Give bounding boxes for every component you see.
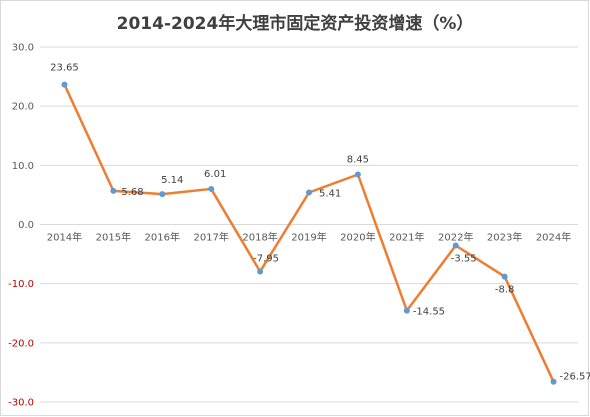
data-point xyxy=(208,185,215,192)
y-tick-label: 10.0 xyxy=(12,161,34,172)
x-tick-label: 2014年 xyxy=(47,231,82,244)
data-point xyxy=(306,189,312,196)
data-label: -26.57 xyxy=(560,372,590,383)
data-label: -3.55 xyxy=(451,254,477,265)
data-point xyxy=(452,242,459,249)
data-label: 6.01 xyxy=(204,169,226,180)
data-label: -7.95 xyxy=(253,254,279,265)
data-point xyxy=(110,187,117,194)
x-tick-label: 2024年 xyxy=(536,231,571,244)
data-point xyxy=(61,81,68,88)
y-tick-label: -30.0 xyxy=(8,398,34,409)
data-point xyxy=(257,268,264,275)
data-label: 5.68 xyxy=(121,187,143,198)
data-label: 23.65 xyxy=(50,63,79,74)
y-tick-label: -10.0 xyxy=(8,279,34,290)
chart-title: 2014-2024年大理市固定资产投资增速（%） xyxy=(116,14,474,34)
y-tick-label: -20.0 xyxy=(8,338,34,349)
x-tick-label: 2017年 xyxy=(193,231,228,244)
data-point xyxy=(354,171,361,178)
y-tick-label: 30.0 xyxy=(12,43,34,54)
data-point xyxy=(159,191,166,198)
x-tick-label: 2022年 xyxy=(438,231,473,244)
y-tick-label: 20.0 xyxy=(12,102,34,113)
x-tick-label: 2016年 xyxy=(145,231,180,244)
data-label: 5.41 xyxy=(319,188,341,199)
x-tick-label: 2019年 xyxy=(291,231,326,244)
x-tick-label: 2015年 xyxy=(96,231,131,244)
data-point xyxy=(550,378,557,385)
data-label: 8.45 xyxy=(347,155,369,166)
y-tick-label: 0.0 xyxy=(18,220,34,231)
x-tick-label: 2021年 xyxy=(389,231,424,244)
data-point xyxy=(403,307,410,314)
x-tick-label: 2023年 xyxy=(487,231,522,244)
data-label: 5.14 xyxy=(161,175,183,186)
x-tick-label: 2018年 xyxy=(242,231,277,244)
data-point xyxy=(501,273,508,280)
data-label: -14.55 xyxy=(413,307,445,318)
x-tick-label: 2020年 xyxy=(340,231,375,244)
data-label: -8.8 xyxy=(495,285,515,296)
